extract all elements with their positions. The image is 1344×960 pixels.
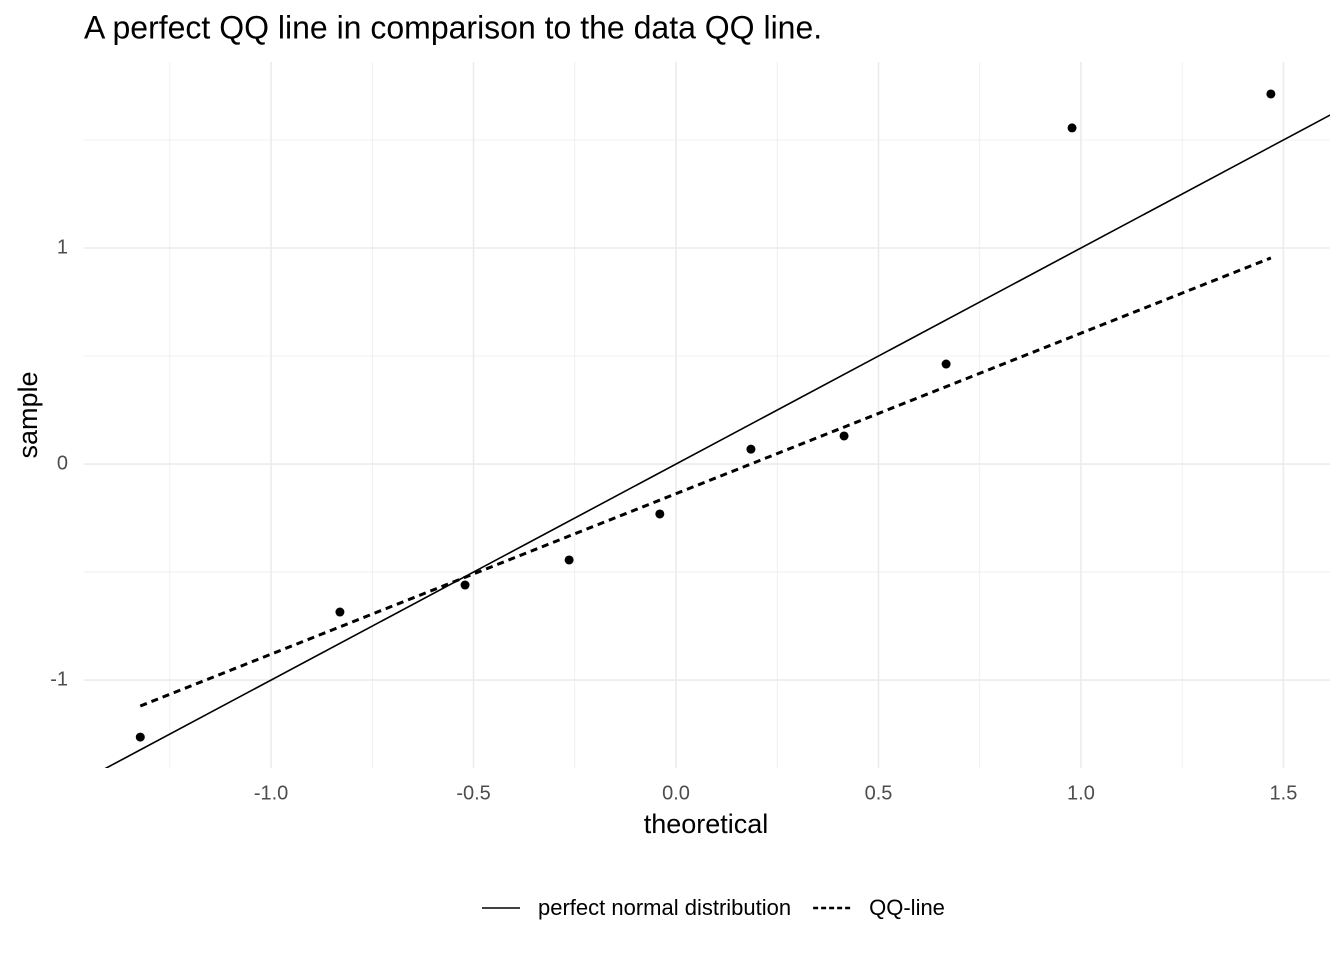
y-axis-title: sample [13, 371, 43, 458]
legend-label: perfect normal distribution [538, 895, 791, 920]
x-tick-label: -0.5 [456, 782, 490, 804]
x-tick-label: -1.0 [254, 782, 288, 804]
y-tick-label: -1 [50, 668, 68, 690]
x-tick-label: 1.0 [1067, 782, 1095, 804]
point [1067, 123, 1077, 133]
legend-label: QQ-line [869, 895, 945, 920]
x-tick-label: 0.0 [662, 782, 690, 804]
x-tick-label: 0.5 [865, 782, 893, 804]
point [655, 509, 665, 519]
point [460, 580, 470, 590]
point [1266, 89, 1276, 99]
x-tick-label: 1.5 [1270, 782, 1298, 804]
x-axis-title: theoretical [644, 809, 769, 839]
point [335, 607, 345, 617]
point [839, 431, 849, 441]
point [746, 444, 756, 454]
point [135, 732, 145, 742]
reference-line [139, 256, 1272, 708]
chart-title: A perfect QQ line in comparison to the d… [84, 9, 822, 45]
point [941, 359, 951, 369]
y-tick-label: 0 [57, 452, 68, 474]
y-tick-label: 1 [57, 236, 68, 258]
plot-panel [104, 89, 1330, 768]
point [564, 555, 574, 565]
reference-line [104, 114, 1330, 768]
